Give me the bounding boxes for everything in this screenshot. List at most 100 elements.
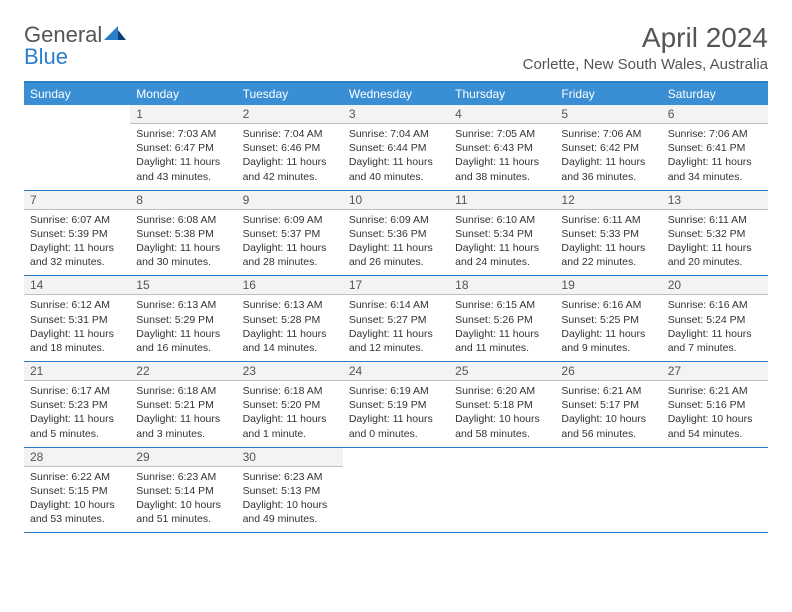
day-info: Sunrise: 6:21 AMSunset: 5:16 PMDaylight:…	[668, 384, 762, 441]
day-number: 25	[449, 362, 555, 381]
day-info: Sunrise: 6:13 AMSunset: 5:28 PMDaylight:…	[243, 298, 337, 355]
day-cell: 30 Sunrise: 6:23 AMSunset: 5:13 PMDayligh…	[237, 448, 343, 533]
day-number: 22	[130, 362, 236, 381]
empty-cell	[555, 448, 661, 533]
day-number: 15	[130, 276, 236, 295]
day-cell: 11 Sunrise: 6:10 AMSunset: 5:34 PMDayligh…	[449, 191, 555, 276]
day-info: Sunrise: 6:09 AMSunset: 5:37 PMDaylight:…	[243, 213, 337, 270]
day-cell: 5 Sunrise: 7:06 AMSunset: 6:42 PMDaylight…	[555, 105, 661, 190]
day-number: 23	[237, 362, 343, 381]
day-info: Sunrise: 6:22 AMSunset: 5:15 PMDaylight:…	[30, 470, 124, 527]
day-cell: 24 Sunrise: 6:19 AMSunset: 5:19 PMDayligh…	[343, 362, 449, 447]
day-info: Sunrise: 6:17 AMSunset: 5:23 PMDaylight:…	[30, 384, 124, 441]
day-cell: 22 Sunrise: 6:18 AMSunset: 5:21 PMDayligh…	[130, 362, 236, 447]
day-info: Sunrise: 6:09 AMSunset: 5:36 PMDaylight:…	[349, 213, 443, 270]
day-info: Sunrise: 6:12 AMSunset: 5:31 PMDaylight:…	[30, 298, 124, 355]
day-number: 18	[449, 276, 555, 295]
day-number: 7	[24, 191, 130, 210]
day-number: 24	[343, 362, 449, 381]
day-info: Sunrise: 6:07 AMSunset: 5:39 PMDaylight:…	[30, 213, 124, 270]
day-number: 8	[130, 191, 236, 210]
day-info: Sunrise: 6:20 AMSunset: 5:18 PMDaylight:…	[455, 384, 549, 441]
day-cell: 21 Sunrise: 6:17 AMSunset: 5:23 PMDayligh…	[24, 362, 130, 447]
page-title: April 2024	[523, 22, 768, 54]
day-info: Sunrise: 7:03 AMSunset: 6:47 PMDaylight:…	[136, 127, 230, 184]
day-number: 1	[130, 105, 236, 124]
day-info: Sunrise: 6:13 AMSunset: 5:29 PMDaylight:…	[136, 298, 230, 355]
day-number: 12	[555, 191, 661, 210]
day-info: Sunrise: 6:16 AMSunset: 5:24 PMDaylight:…	[668, 298, 762, 355]
day-info: Sunrise: 6:23 AMSunset: 5:13 PMDaylight:…	[243, 470, 337, 527]
day-header-saturday: Saturday	[662, 83, 768, 105]
day-cell: 20Sunrise: 6:16 AMSunset: 5:24 PMDayligh…	[662, 276, 768, 361]
day-number: 10	[343, 191, 449, 210]
day-info: Sunrise: 6:11 AMSunset: 5:32 PMDaylight:…	[668, 213, 762, 270]
day-cell: 14 Sunrise: 6:12 AMSunset: 5:31 PMDayligh…	[24, 276, 130, 361]
calendar: SundayMondayTuesdayWednesdayThursdayFrid…	[24, 81, 768, 533]
day-header-thursday: Thursday	[449, 83, 555, 105]
header: General April 2024 Corlette, New South W…	[24, 22, 768, 73]
day-cell: 6 Sunrise: 7:06 AMSunset: 6:41 PMDaylight…	[662, 105, 768, 190]
day-cell: 19 Sunrise: 6:16 AMSunset: 5:25 PMDayligh…	[555, 276, 661, 361]
title-block: April 2024 Corlette, New South Wales, Au…	[523, 22, 768, 73]
day-number: 26	[555, 362, 661, 381]
day-cell: 27Sunrise: 6:21 AMSunset: 5:16 PMDayligh…	[662, 362, 768, 447]
day-cell: 2Sunrise: 7:04 AMSunset: 6:46 PMDaylight…	[237, 105, 343, 190]
empty-cell	[449, 448, 555, 533]
day-info: Sunrise: 6:18 AMSunset: 5:21 PMDaylight:…	[136, 384, 230, 441]
day-info: Sunrise: 6:10 AMSunset: 5:34 PMDaylight:…	[455, 213, 549, 270]
week-row: 7 Sunrise: 6:07 AMSunset: 5:39 PMDaylight…	[24, 191, 768, 277]
day-info: Sunrise: 6:21 AMSunset: 5:17 PMDaylight:…	[561, 384, 655, 441]
day-number: 3	[343, 105, 449, 124]
day-cell: 10 Sunrise: 6:09 AMSunset: 5:36 PMDayligh…	[343, 191, 449, 276]
empty-cell	[662, 448, 768, 533]
logo-text-2: Blue	[24, 44, 68, 70]
day-cell: 1 Sunrise: 7:03 AMSunset: 6:47 PMDaylight…	[130, 105, 236, 190]
day-number: 21	[24, 362, 130, 381]
day-info: Sunrise: 6:16 AMSunset: 5:25 PMDaylight:…	[561, 298, 655, 355]
day-number: 5	[555, 105, 661, 124]
day-cell: 29 Sunrise: 6:23 AMSunset: 5:14 PMDayligh…	[130, 448, 236, 533]
day-number: 29	[130, 448, 236, 467]
day-cell: 13Sunrise: 6:11 AMSunset: 5:32 PMDayligh…	[662, 191, 768, 276]
day-cell: 15 Sunrise: 6:13 AMSunset: 5:29 PMDayligh…	[130, 276, 236, 361]
day-header-friday: Friday	[555, 83, 661, 105]
day-info: Sunrise: 6:11 AMSunset: 5:33 PMDaylight:…	[561, 213, 655, 270]
week-row: 28 Sunrise: 6:22 AMSunset: 5:15 PMDayligh…	[24, 448, 768, 534]
day-number: 17	[343, 276, 449, 295]
week-row: 14 Sunrise: 6:12 AMSunset: 5:31 PMDayligh…	[24, 276, 768, 362]
day-info: Sunrise: 6:08 AMSunset: 5:38 PMDaylight:…	[136, 213, 230, 270]
logo-icon	[104, 26, 126, 44]
day-cell: 3Sunrise: 7:04 AMSunset: 6:44 PMDaylight…	[343, 105, 449, 190]
empty-cell	[24, 105, 130, 190]
day-info: Sunrise: 6:19 AMSunset: 5:19 PMDaylight:…	[349, 384, 443, 441]
day-number: 19	[555, 276, 661, 295]
page-subtitle: Corlette, New South Wales, Australia	[523, 56, 768, 73]
day-cell: 18Sunrise: 6:15 AMSunset: 5:26 PMDayligh…	[449, 276, 555, 361]
day-cell: 17Sunrise: 6:14 AMSunset: 5:27 PMDayligh…	[343, 276, 449, 361]
day-number: 28	[24, 448, 130, 467]
day-header-tuesday: Tuesday	[237, 83, 343, 105]
day-cell: 4Sunrise: 7:05 AMSunset: 6:43 PMDaylight…	[449, 105, 555, 190]
day-info: Sunrise: 6:18 AMSunset: 5:20 PMDaylight:…	[243, 384, 337, 441]
day-number: 14	[24, 276, 130, 295]
day-number: 11	[449, 191, 555, 210]
day-cell: 7 Sunrise: 6:07 AMSunset: 5:39 PMDaylight…	[24, 191, 130, 276]
day-info: Sunrise: 7:06 AMSunset: 6:42 PMDaylight:…	[561, 127, 655, 184]
day-info: Sunrise: 6:23 AMSunset: 5:14 PMDaylight:…	[136, 470, 230, 527]
day-number: 6	[662, 105, 768, 124]
day-number: 9	[237, 191, 343, 210]
day-number: 4	[449, 105, 555, 124]
day-number: 30	[237, 448, 343, 467]
day-cell: 25 Sunrise: 6:20 AMSunset: 5:18 PMDayligh…	[449, 362, 555, 447]
week-row: 21 Sunrise: 6:17 AMSunset: 5:23 PMDayligh…	[24, 362, 768, 448]
day-cell: 28 Sunrise: 6:22 AMSunset: 5:15 PMDayligh…	[24, 448, 130, 533]
day-cell: 16 Sunrise: 6:13 AMSunset: 5:28 PMDayligh…	[237, 276, 343, 361]
week-row: 1 Sunrise: 7:03 AMSunset: 6:47 PMDaylight…	[24, 105, 768, 191]
day-info: Sunrise: 7:06 AMSunset: 6:41 PMDaylight:…	[668, 127, 762, 184]
day-cell: 9 Sunrise: 6:09 AMSunset: 5:37 PMDaylight…	[237, 191, 343, 276]
day-number: 2	[237, 105, 343, 124]
day-number: 16	[237, 276, 343, 295]
day-cell: 8 Sunrise: 6:08 AMSunset: 5:38 PMDaylight…	[130, 191, 236, 276]
day-cell: 23 Sunrise: 6:18 AMSunset: 5:20 PMDayligh…	[237, 362, 343, 447]
